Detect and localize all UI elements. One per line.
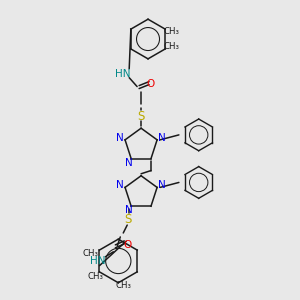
Text: N: N [125,205,133,215]
Text: CH₃: CH₃ [164,43,180,52]
Text: S: S [137,110,145,123]
Text: HN: HN [115,69,130,79]
Text: CH₃: CH₃ [164,27,180,36]
Text: CH₃: CH₃ [115,281,131,290]
Text: N: N [116,180,124,190]
Text: CH₃: CH₃ [88,272,103,281]
Text: HN: HN [90,256,105,266]
Text: S: S [124,213,132,226]
Text: N: N [158,133,166,143]
Text: O: O [123,240,131,250]
Text: N: N [116,133,124,143]
Text: N: N [125,158,133,168]
Text: O: O [147,79,155,88]
Text: N: N [158,180,166,190]
Text: CH₃: CH₃ [82,248,99,257]
